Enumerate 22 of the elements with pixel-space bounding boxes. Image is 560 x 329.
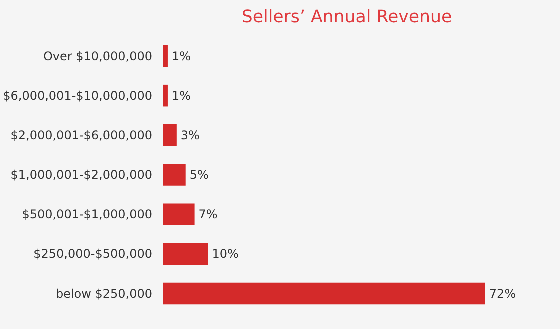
- y-tick-label: below $250,000: [56, 286, 152, 301]
- y-tick-label: $6,000,001-$10,000,000: [3, 88, 153, 103]
- data-label: 10%: [212, 247, 239, 262]
- y-tick-label: $250,000-$500,000: [34, 247, 153, 262]
- y-tick-label: $2,000,001-$6,000,000: [10, 128, 153, 142]
- bar: [164, 243, 208, 266]
- data-label: 5%: [190, 168, 209, 182]
- y-tick-label: Over $10,000,000: [43, 49, 153, 64]
- bar: [164, 204, 195, 226]
- data-label: 1%: [172, 49, 192, 64]
- bar: [164, 282, 486, 305]
- bar: [164, 124, 177, 146]
- chart-title: Sellers’ Annual Revenue: [242, 8, 452, 28]
- data-label: 72%: [489, 286, 516, 301]
- bar: [164, 84, 168, 107]
- y-tick-label: $1,000,001-$2,000,000: [10, 168, 153, 182]
- data-label: 1%: [172, 88, 192, 103]
- bar: [164, 164, 186, 186]
- y-tick-label: $500,001-$1,000,000: [22, 208, 152, 222]
- data-label: 7%: [198, 208, 218, 222]
- bar: [164, 45, 168, 68]
- data-label: 3%: [180, 128, 200, 142]
